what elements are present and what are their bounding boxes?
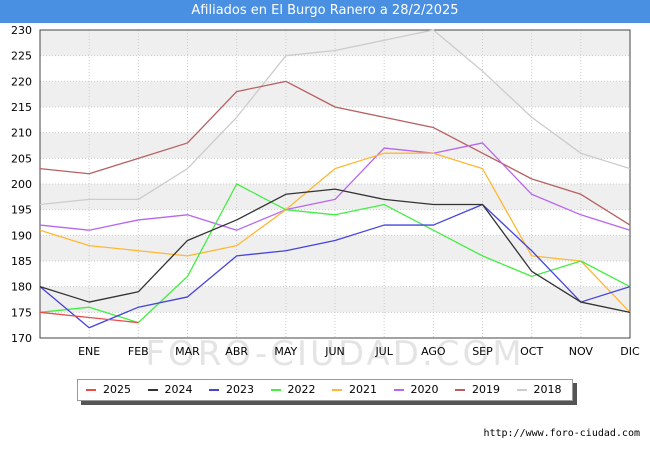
y-tick-label: 175 — [11, 306, 32, 319]
series-line-2018 — [39, 29, 631, 206]
source-url: http://www.foro-ciudad.com — [483, 428, 640, 439]
series-line-2019 — [39, 80, 631, 226]
series-line-2025 — [39, 311, 139, 324]
y-tick-label: 195 — [11, 204, 32, 217]
legend-label: 2023 — [226, 383, 254, 396]
y-tick-label: 225 — [11, 50, 32, 63]
x-tick-label: OCT — [520, 345, 543, 358]
y-tick-label: 210 — [11, 127, 32, 140]
grid-band — [40, 235, 630, 261]
title-bar: Afiliados en El Burgo Ranero a 28/2/2025 — [0, 0, 650, 23]
x-tick-label: FEB — [128, 345, 149, 358]
x-tick-label: SEP — [472, 345, 493, 358]
x-tick-label: MAR — [175, 345, 200, 358]
x-tick-label: DIC — [620, 345, 640, 358]
y-tick-label: 180 — [11, 281, 32, 294]
grid-band — [40, 286, 630, 313]
legend-swatch — [86, 389, 96, 391]
y-tick-label: 215 — [11, 101, 32, 114]
x-tick-label: NOV — [569, 345, 594, 358]
legend-label: 2018 — [533, 383, 562, 396]
legend-swatch — [332, 389, 342, 391]
y-tick-label: 220 — [11, 75, 32, 88]
grid-band — [40, 81, 630, 107]
y-tick-label: 190 — [11, 229, 32, 242]
legend-swatch — [270, 389, 281, 391]
y-tick-label: 200 — [11, 178, 32, 191]
plot-frame — [39, 29, 631, 339]
x-tick-label: JUL — [374, 345, 393, 358]
y-tick-label: 205 — [11, 152, 32, 165]
legend-swatch — [393, 389, 404, 391]
x-tick-label: MAY — [274, 345, 297, 358]
chart-title: Afiliados en El Burgo Ranero a 28/2/2025 — [191, 3, 459, 18]
legend-label: 2021 — [349, 383, 377, 396]
y-tick-label: 170 — [11, 332, 32, 345]
y-tick-label: 185 — [11, 255, 32, 268]
y-tick-label: 230 — [11, 24, 32, 37]
watermark: FORO-CIUDAD.COM — [145, 334, 524, 374]
x-tick-label: ENE — [78, 345, 100, 358]
series-line-2024 — [39, 188, 631, 313]
series-line-2021 — [39, 152, 631, 313]
grid-band — [40, 132, 630, 159]
x-tick-label: AGO — [421, 345, 446, 358]
legend-swatch — [516, 389, 527, 391]
legend-label: 2020 — [410, 383, 439, 396]
legend-label: 2025 — [103, 383, 131, 396]
legend: 2025 2024 2023 2022 2021 2020 2019 2018 — [77, 379, 573, 401]
legend-swatch — [455, 389, 465, 391]
legend-label: 2019 — [472, 383, 500, 396]
legend-label: 2022 — [287, 383, 316, 396]
legend-label: 2024 — [164, 383, 193, 396]
legend-swatch — [147, 389, 158, 391]
x-tick-label: ABR — [225, 345, 248, 358]
grid-band — [40, 184, 630, 210]
legend-swatch — [209, 389, 219, 391]
series-line-2020 — [39, 142, 631, 231]
x-tick-label: JUN — [324, 345, 345, 358]
series-line-2023 — [39, 203, 631, 329]
